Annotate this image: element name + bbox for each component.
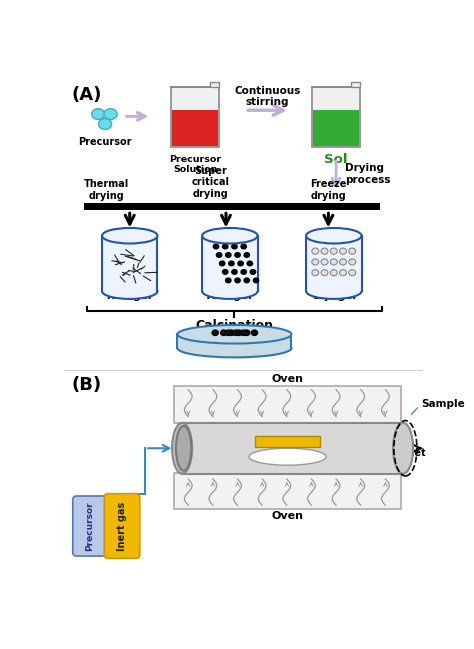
Ellipse shape [393, 423, 413, 474]
Ellipse shape [241, 269, 246, 275]
Polygon shape [210, 82, 219, 87]
Ellipse shape [202, 284, 257, 299]
Bar [102, 236, 157, 291]
Ellipse shape [321, 248, 328, 254]
Ellipse shape [339, 248, 346, 254]
Bar [306, 236, 362, 291]
Ellipse shape [226, 278, 231, 283]
Ellipse shape [228, 330, 235, 336]
Text: Freeze
drying: Freeze drying [310, 180, 346, 201]
Ellipse shape [312, 259, 319, 265]
Ellipse shape [312, 248, 319, 254]
Ellipse shape [235, 252, 240, 257]
Ellipse shape [220, 330, 227, 336]
Bar [83, 202, 380, 210]
Ellipse shape [349, 259, 356, 265]
Ellipse shape [241, 244, 246, 249]
Ellipse shape [172, 423, 192, 474]
Ellipse shape [235, 278, 240, 283]
Bar [171, 87, 219, 147]
Ellipse shape [330, 248, 337, 254]
Ellipse shape [91, 108, 105, 119]
Text: Inert gas: Inert gas [117, 502, 127, 550]
Ellipse shape [232, 269, 237, 275]
Ellipse shape [212, 330, 219, 336]
FancyBboxPatch shape [104, 494, 140, 558]
Ellipse shape [236, 330, 242, 336]
Polygon shape [351, 82, 360, 87]
Bar [174, 386, 401, 423]
Text: Cryogel: Cryogel [311, 291, 356, 301]
Ellipse shape [349, 269, 356, 276]
Ellipse shape [177, 339, 292, 358]
Ellipse shape [213, 244, 219, 249]
Ellipse shape [250, 269, 255, 275]
Ellipse shape [241, 330, 247, 336]
Ellipse shape [226, 252, 231, 257]
Ellipse shape [238, 261, 243, 265]
Ellipse shape [102, 284, 157, 299]
Ellipse shape [249, 448, 326, 465]
Text: Aerogel: Aerogel [207, 291, 253, 301]
Text: Precursor: Precursor [78, 137, 132, 147]
Text: Oven: Oven [272, 374, 303, 384]
Ellipse shape [232, 244, 237, 249]
Text: Sol: Sol [324, 153, 348, 165]
Ellipse shape [228, 261, 234, 265]
Ellipse shape [306, 284, 362, 299]
Ellipse shape [253, 278, 259, 283]
Text: Gas outlet: Gas outlet [369, 448, 425, 458]
Text: Drying
process: Drying process [346, 164, 391, 185]
Text: Precursor
Solution: Precursor Solution [169, 155, 221, 175]
FancyBboxPatch shape [73, 496, 107, 556]
Ellipse shape [349, 248, 356, 254]
Ellipse shape [99, 119, 112, 129]
Ellipse shape [339, 269, 346, 276]
Ellipse shape [233, 330, 239, 336]
Ellipse shape [225, 330, 231, 336]
Bar [313, 110, 359, 146]
Ellipse shape [312, 269, 319, 276]
Ellipse shape [330, 269, 337, 276]
Ellipse shape [202, 228, 257, 243]
Ellipse shape [176, 426, 191, 471]
Ellipse shape [222, 269, 228, 275]
Ellipse shape [321, 259, 328, 265]
Text: Oven: Oven [272, 511, 303, 521]
Text: Xerogel: Xerogel [107, 291, 153, 301]
Bar [312, 87, 360, 147]
Ellipse shape [222, 244, 228, 249]
Ellipse shape [306, 228, 362, 243]
Bar [255, 436, 320, 447]
Ellipse shape [177, 325, 292, 343]
Bar [182, 423, 403, 474]
Bar [202, 236, 257, 291]
Text: (A): (A) [71, 86, 101, 104]
Ellipse shape [321, 269, 328, 276]
Text: Sample: Sample [421, 399, 465, 410]
Text: Calcination: Calcination [195, 319, 273, 332]
Bar [173, 110, 218, 146]
Ellipse shape [216, 252, 222, 257]
Ellipse shape [244, 330, 250, 336]
Ellipse shape [244, 252, 249, 257]
Ellipse shape [219, 261, 225, 265]
Ellipse shape [339, 259, 346, 265]
Ellipse shape [102, 228, 157, 243]
Ellipse shape [244, 278, 249, 283]
Bar [177, 334, 292, 348]
Ellipse shape [251, 330, 257, 336]
Text: Precursor: Precursor [85, 501, 94, 551]
Text: Super
critical
drying: Super critical drying [191, 165, 229, 199]
Text: Thermal
drying: Thermal drying [84, 180, 129, 201]
Ellipse shape [330, 259, 337, 265]
Bar [174, 473, 401, 509]
Ellipse shape [104, 108, 117, 119]
Text: Continuous
stirring: Continuous stirring [234, 86, 301, 107]
Text: (B): (B) [71, 376, 101, 394]
Ellipse shape [247, 261, 253, 265]
